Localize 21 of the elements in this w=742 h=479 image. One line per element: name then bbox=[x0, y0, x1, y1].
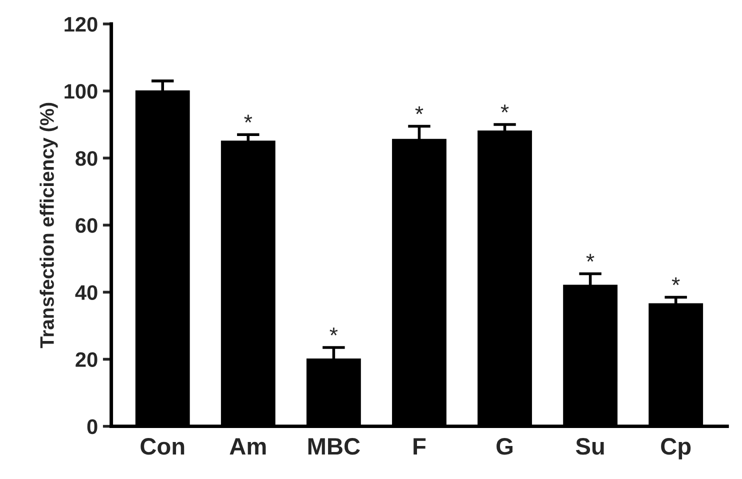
x-tick-label: Con bbox=[140, 438, 184, 455]
annotation: * bbox=[415, 106, 424, 114]
annotation: * bbox=[500, 104, 509, 112]
y-tick-label: 40 bbox=[75, 285, 98, 300]
annotation: * bbox=[672, 277, 680, 286]
y-tick-label: 60 bbox=[76, 218, 98, 233]
y-tick-label: 0 bbox=[87, 419, 98, 434]
y-tick-label: 80 bbox=[76, 151, 98, 166]
y-tick-label: 20 bbox=[76, 352, 98, 368]
x-tick-label: MBC bbox=[308, 438, 360, 455]
x-tick-label: F bbox=[414, 438, 426, 455]
annotation: * bbox=[330, 328, 338, 336]
x-tick-label: Cp bbox=[661, 438, 691, 460]
x-tick-label: G bbox=[496, 438, 512, 455]
x-tick-label: Su bbox=[576, 438, 604, 455]
y-tick-label: 100 bbox=[64, 84, 98, 99]
y-tick-label: 120 bbox=[64, 16, 98, 32]
annotation: * bbox=[244, 114, 252, 122]
x-tick-label: Am bbox=[230, 438, 266, 455]
y-axis-title: Transfection efficiency (%) bbox=[40, 102, 58, 348]
annotation: * bbox=[586, 254, 594, 262]
